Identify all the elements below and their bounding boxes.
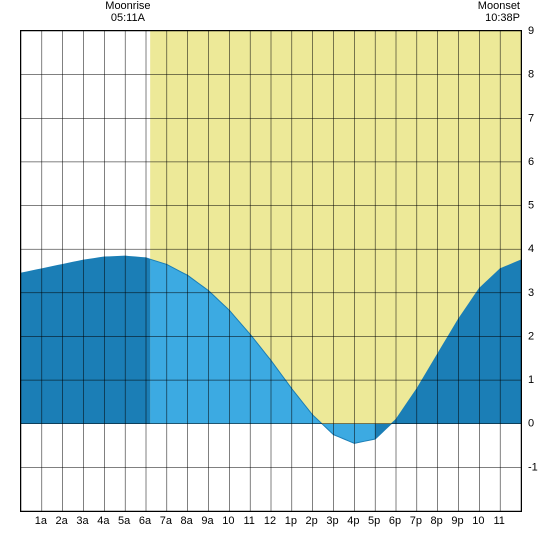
svg-text:2p: 2p xyxy=(306,515,318,527)
svg-text:12: 12 xyxy=(264,515,276,527)
moonrise-label-block: Moonrise 05:11A xyxy=(98,0,158,24)
svg-text:7: 7 xyxy=(528,112,534,124)
svg-text:3p: 3p xyxy=(326,515,338,527)
svg-text:4a: 4a xyxy=(97,515,110,527)
svg-text:5p: 5p xyxy=(368,515,380,527)
moonrise-label: Moonrise xyxy=(98,0,158,12)
plot-area xyxy=(20,30,522,512)
svg-text:8: 8 xyxy=(528,69,534,81)
svg-text:3: 3 xyxy=(528,287,534,299)
svg-text:6a: 6a xyxy=(139,515,152,527)
svg-text:1p: 1p xyxy=(285,515,297,527)
svg-text:8a: 8a xyxy=(181,515,194,527)
svg-text:9p: 9p xyxy=(451,515,463,527)
svg-text:5a: 5a xyxy=(118,515,131,527)
svg-text:11: 11 xyxy=(493,515,504,527)
svg-text:6: 6 xyxy=(528,156,534,168)
svg-text:2: 2 xyxy=(528,330,534,342)
svg-text:7a: 7a xyxy=(160,515,173,527)
svg-text:4: 4 xyxy=(528,243,534,255)
chart-header: Moonrise 05:11A Moonset 10:38P xyxy=(0,0,550,30)
svg-text:1: 1 xyxy=(528,374,534,386)
svg-text:8p: 8p xyxy=(431,515,443,527)
svg-text:1a: 1a xyxy=(35,515,48,527)
svg-text:10: 10 xyxy=(222,515,234,527)
svg-text:11: 11 xyxy=(243,515,254,527)
svg-text:7p: 7p xyxy=(410,515,422,527)
plot-svg xyxy=(21,31,521,511)
svg-text:4p: 4p xyxy=(347,515,359,527)
svg-text:3a: 3a xyxy=(76,515,89,527)
svg-text:10: 10 xyxy=(472,515,484,527)
svg-text:2a: 2a xyxy=(56,515,69,527)
tide-chart: Moonrise 05:11A Moonset 10:38P 1a 2a 3a 4a 5… xyxy=(0,0,550,550)
svg-text:6p: 6p xyxy=(389,515,401,527)
moonset-label-block: Moonset 10:38P xyxy=(440,0,520,24)
svg-text:9a: 9a xyxy=(201,515,214,527)
moonset-time: 10:38P xyxy=(440,12,520,24)
svg-text:-1: -1 xyxy=(528,461,538,473)
moonset-label: Moonset xyxy=(440,0,520,12)
svg-text:5: 5 xyxy=(528,200,534,212)
svg-text:0: 0 xyxy=(528,418,534,430)
moonrise-time: 05:11A xyxy=(98,12,158,24)
